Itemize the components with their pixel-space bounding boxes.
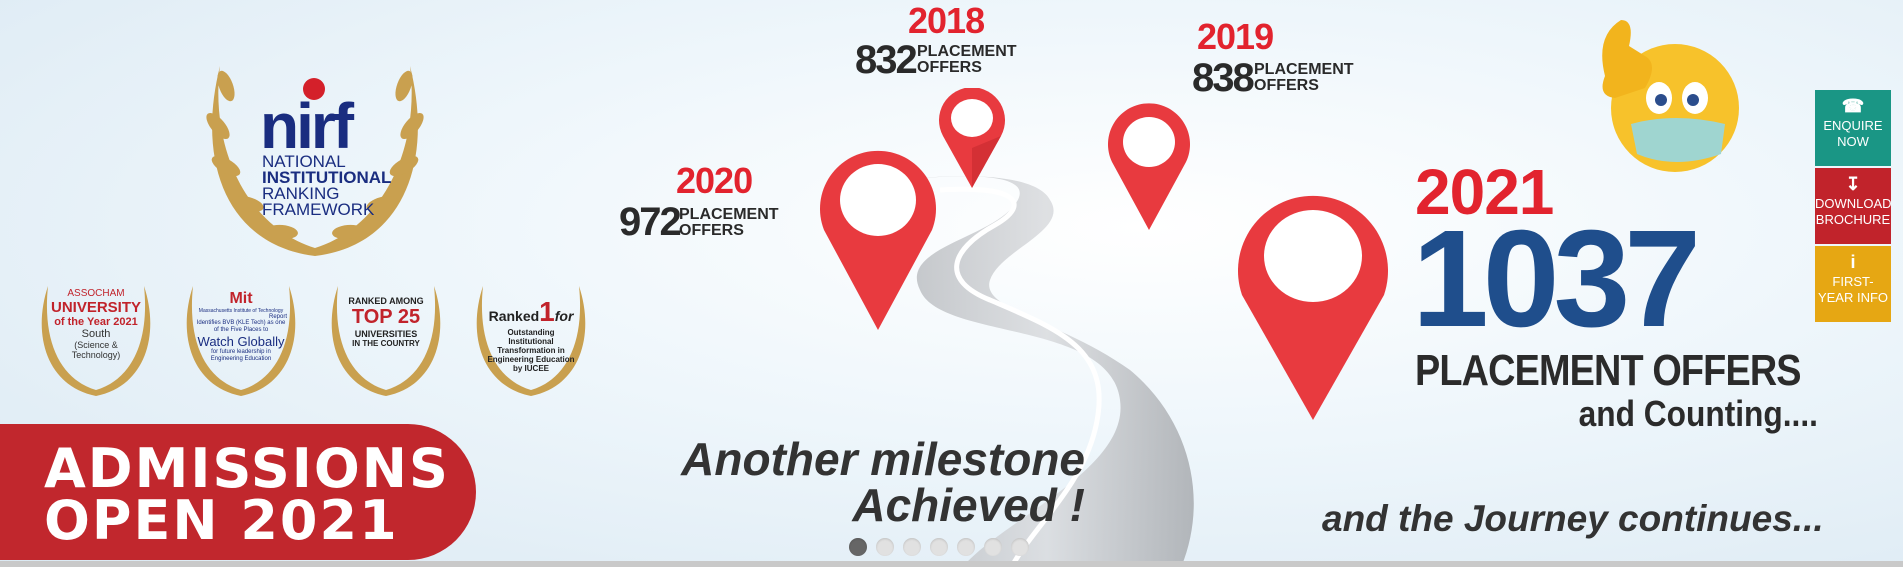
nirf-dot: [303, 78, 325, 100]
info-icon: i: [1850, 252, 1856, 272]
laurel-wreath-icon: [331, 286, 441, 396]
enquire-now-button[interactable]: ☎ ENQUIRE NOW: [1815, 90, 1891, 166]
placement-label: PLACEMENT OFFERS: [917, 43, 1017, 76]
banner-bottom-border: [0, 561, 1903, 567]
award-iucee: Ranked1for Outstanding Institutional Tra…: [467, 274, 595, 400]
placement-label: PLACEMENT OFFERS: [679, 206, 779, 239]
award-assocham: ASSOCHAM UNIVERSITY of the Year 2021 Sou…: [32, 274, 160, 400]
location-pin-2020: [820, 150, 936, 330]
headline-offers: PLACEMENT OFFERS: [1415, 346, 1802, 395]
headline-count: 1037: [1412, 202, 1701, 356]
first-year-info-button[interactable]: i FIRST- YEAR INFO: [1815, 246, 1891, 322]
carousel-dot[interactable]: [984, 538, 1002, 556]
milestone-text: Another milestone Achieved !: [681, 433, 1085, 531]
journey-text: and the Journey continues...: [1322, 498, 1824, 539]
award-top25: RANKED AMONG TOP 25 UNIVERSITIES IN THE …: [322, 274, 450, 400]
placement-count: 838: [1192, 56, 1255, 100]
location-pin-2021: [1238, 195, 1388, 420]
placement-year: 2018: [908, 0, 985, 41]
location-pin-2018: [939, 88, 1005, 188]
laurel-wreath-icon: [476, 286, 586, 396]
headline-year: 2021: [1415, 156, 1554, 228]
download-brochure-button[interactable]: ↧ DOWNLOAD BROCHURE: [1815, 168, 1892, 244]
placement-count: 832: [855, 38, 918, 82]
headline-counting: and Counting....: [1578, 393, 1818, 434]
road-illustration: [900, 176, 1194, 567]
nirf-subtitle: NATIONAL INSTITUTIONAL RANKING FRAMEWORK: [262, 152, 392, 219]
placement-count: 972: [619, 200, 682, 244]
carousel-dot[interactable]: [903, 538, 921, 556]
carousel-dot[interactable]: [957, 538, 975, 556]
download-icon: ↧: [1845, 174, 1861, 194]
placement-year: 2020: [676, 160, 753, 201]
laurel-wreath-icon: [41, 286, 151, 396]
carousel-dot[interactable]: [1011, 538, 1029, 556]
placement-year: 2019: [1197, 16, 1274, 57]
carousel-dot[interactable]: [849, 538, 867, 556]
carousel-dot[interactable]: [930, 538, 948, 556]
carousel-dot[interactable]: [876, 538, 894, 556]
laurel-wreath-icon: [206, 66, 424, 256]
nirf-award-logo: nirf NATIONAL INSTITUTIONAL RANKING FRAM…: [190, 26, 440, 266]
nirf-wordmark: nirf: [260, 90, 354, 162]
placement-label: PLACEMENT OFFERS: [1254, 61, 1354, 94]
award-mit: Mit Massachusetts Institute of Technolog…: [177, 274, 305, 400]
location-pin-2019: [1108, 103, 1190, 230]
laurel-wreath-icon: [186, 286, 296, 396]
phone-icon: ☎: [1841, 96, 1865, 116]
admissions-badge: ADMISSIONS OPEN 2021: [0, 424, 476, 560]
thumbs-up-emoji-icon: [1602, 20, 1739, 172]
